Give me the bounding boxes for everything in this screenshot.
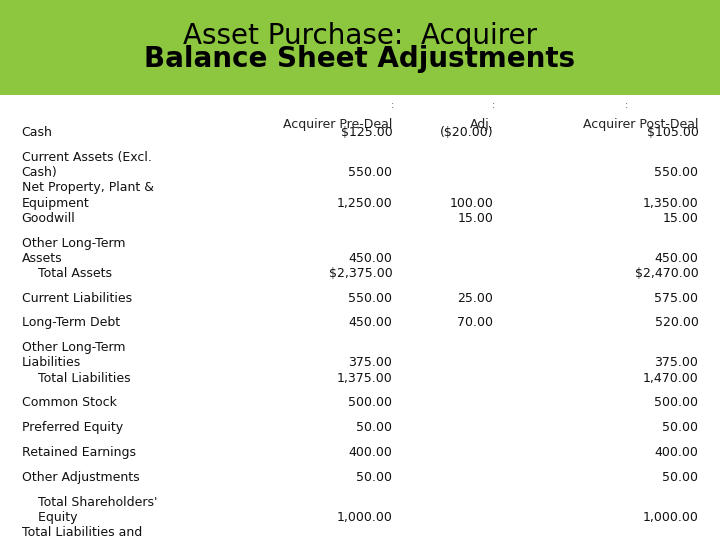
Text: 100.00: 100.00 (449, 197, 493, 210)
Text: :: : (391, 100, 394, 110)
Text: Current Liabilities: Current Liabilities (22, 292, 132, 305)
Text: 450.00: 450.00 (654, 252, 698, 265)
Text: Acquirer Pre-Deal: Acquirer Pre-Deal (283, 118, 392, 131)
Text: $105.00: $105.00 (647, 126, 698, 139)
Text: Asset Purchase:  Acquirer: Asset Purchase: Acquirer (183, 22, 537, 50)
Text: 375.00: 375.00 (654, 356, 698, 369)
Text: Total Shareholders': Total Shareholders' (22, 496, 157, 509)
Text: 50.00: 50.00 (662, 421, 698, 434)
Text: Liabilities: Liabilities (22, 356, 81, 369)
Text: Equity: Equity (22, 511, 77, 524)
Text: 550.00: 550.00 (654, 166, 698, 179)
Text: 400.00: 400.00 (348, 446, 392, 459)
Text: 550.00: 550.00 (348, 292, 392, 305)
Text: 550.00: 550.00 (348, 166, 392, 179)
Text: Net Property, Plant &: Net Property, Plant & (22, 181, 153, 194)
Text: Common Stock: Common Stock (22, 396, 117, 409)
Text: Assets: Assets (22, 252, 62, 265)
Text: 500.00: 500.00 (654, 396, 698, 409)
Text: 15.00: 15.00 (662, 212, 698, 225)
Text: Current Assets (Excl.: Current Assets (Excl. (22, 151, 151, 164)
Text: Cash: Cash (22, 126, 53, 139)
Text: $2,375.00: $2,375.00 (328, 267, 392, 280)
Text: 15.00: 15.00 (457, 212, 493, 225)
Text: Total Assets: Total Assets (22, 267, 112, 280)
Text: Acquirer Post-Deal: Acquirer Post-Deal (583, 118, 698, 131)
Text: Cash): Cash) (22, 166, 58, 179)
Text: Retained Earnings: Retained Earnings (22, 446, 135, 459)
Text: 1,375.00: 1,375.00 (337, 372, 392, 384)
Text: Equipment: Equipment (22, 197, 89, 210)
Text: Other Long-Term: Other Long-Term (22, 341, 125, 354)
Text: Balance Sheet Adjustments: Balance Sheet Adjustments (145, 45, 575, 73)
Text: 450.00: 450.00 (348, 252, 392, 265)
Text: 25.00: 25.00 (457, 292, 493, 305)
Text: Other Adjustments: Other Adjustments (22, 471, 139, 484)
Text: Total Liabilities: Total Liabilities (22, 372, 130, 384)
Text: 500.00: 500.00 (348, 396, 392, 409)
Text: 450.00: 450.00 (348, 316, 392, 329)
Text: 1,250.00: 1,250.00 (337, 197, 392, 210)
Text: 1,350.00: 1,350.00 (643, 197, 698, 210)
Text: Total Liabilities and: Total Liabilities and (22, 526, 142, 539)
Text: 575.00: 575.00 (654, 292, 698, 305)
Text: $125.00: $125.00 (341, 126, 392, 139)
Text: 1,000.00: 1,000.00 (336, 511, 392, 524)
Text: ($20.00): ($20.00) (440, 126, 493, 139)
Text: $2,470.00: $2,470.00 (634, 267, 698, 280)
FancyBboxPatch shape (0, 0, 720, 95)
Text: 1,470.00: 1,470.00 (643, 372, 698, 384)
Text: Adj.: Adj. (469, 118, 493, 131)
Text: :: : (625, 100, 628, 110)
Text: Long-Term Debt: Long-Term Debt (22, 316, 120, 329)
Text: 400.00: 400.00 (654, 446, 698, 459)
Text: Goodwill: Goodwill (22, 212, 76, 225)
Text: 50.00: 50.00 (662, 471, 698, 484)
Text: 50.00: 50.00 (356, 421, 392, 434)
Text: 375.00: 375.00 (348, 356, 392, 369)
Text: 520.00: 520.00 (654, 316, 698, 329)
Text: 50.00: 50.00 (356, 471, 392, 484)
Text: Preferred Equity: Preferred Equity (22, 421, 122, 434)
Text: Other Long-Term: Other Long-Term (22, 237, 125, 249)
Text: 1,000.00: 1,000.00 (642, 511, 698, 524)
Text: 70.00: 70.00 (457, 316, 493, 329)
Text: :: : (492, 100, 495, 110)
